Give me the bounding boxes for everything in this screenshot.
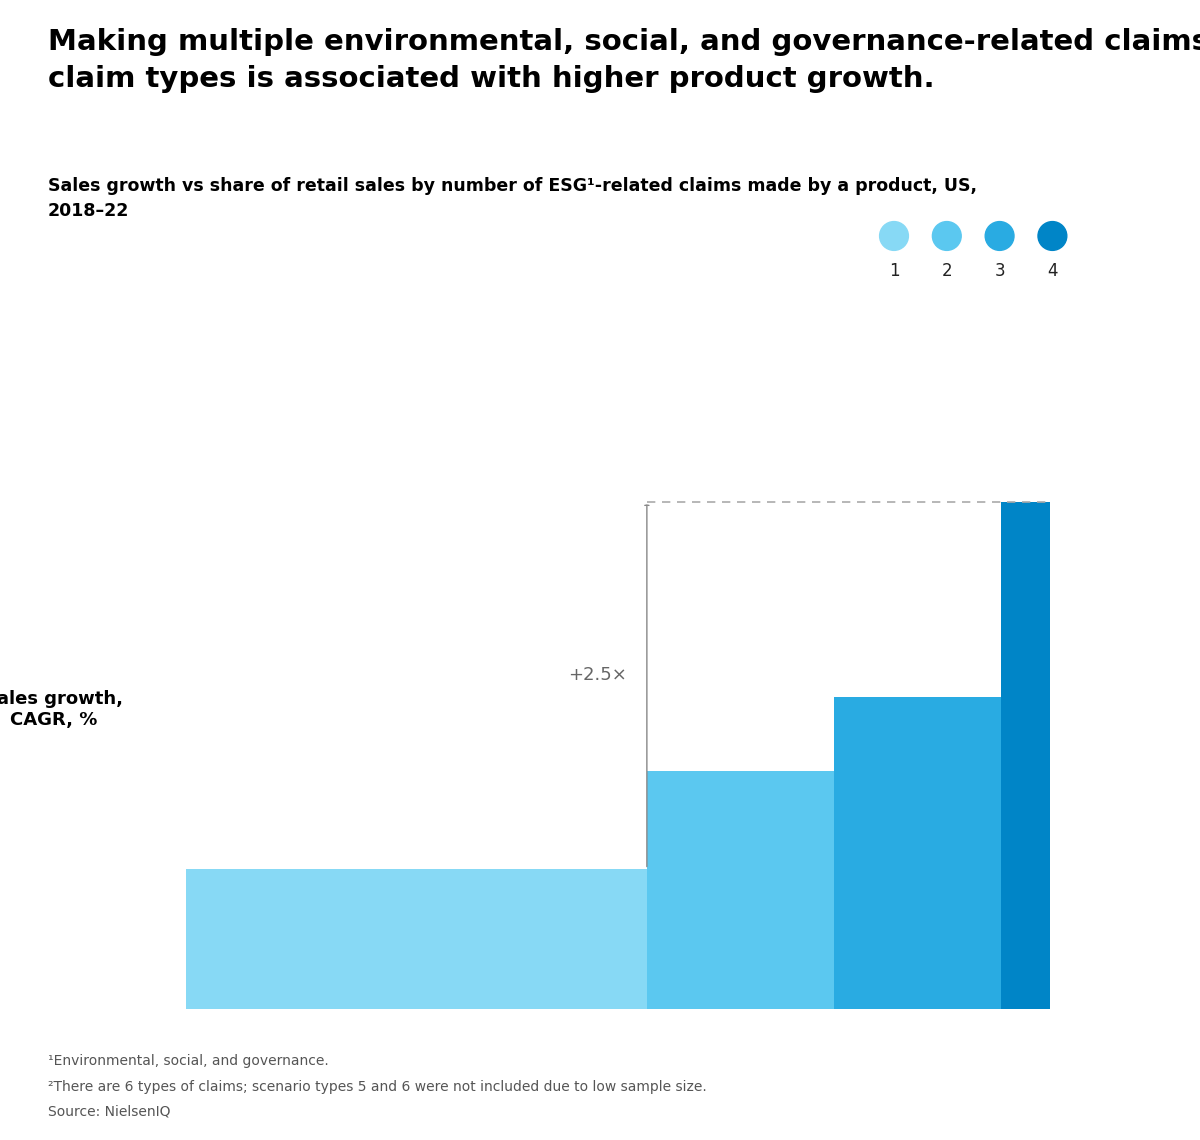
Text: 2: 2: [942, 262, 952, 280]
Text: Sales growth,
CAGR, %: Sales growth, CAGR, %: [0, 690, 124, 730]
Text: Making multiple environmental, social, and governance-related claims across: Making multiple environmental, social, a…: [48, 28, 1200, 57]
Text: Sales growth vs share of retail sales by number of ESG¹-related claims made by a: Sales growth vs share of retail sales by…: [48, 177, 977, 220]
Text: claim types is associated with higher product growth.: claim types is associated with higher pr…: [48, 65, 935, 93]
Bar: [647, 771, 834, 1009]
Text: 3: 3: [995, 262, 1004, 280]
Text: 1: 1: [889, 262, 899, 280]
Text: +2.5×: +2.5×: [568, 667, 626, 684]
Bar: [834, 697, 1001, 1009]
Text: Source: NielsenIQ: Source: NielsenIQ: [48, 1105, 170, 1118]
Text: 4: 4: [1048, 262, 1057, 280]
Text: ¹Environmental, social, and governance.: ¹Environmental, social, and governance.: [48, 1054, 329, 1068]
Text: ²There are 6 types of claims; scenario types 5 and 6 were not included due to lo: ²There are 6 types of claims; scenario t…: [48, 1080, 707, 1093]
Bar: [186, 870, 647, 1009]
Bar: [1001, 502, 1050, 1009]
